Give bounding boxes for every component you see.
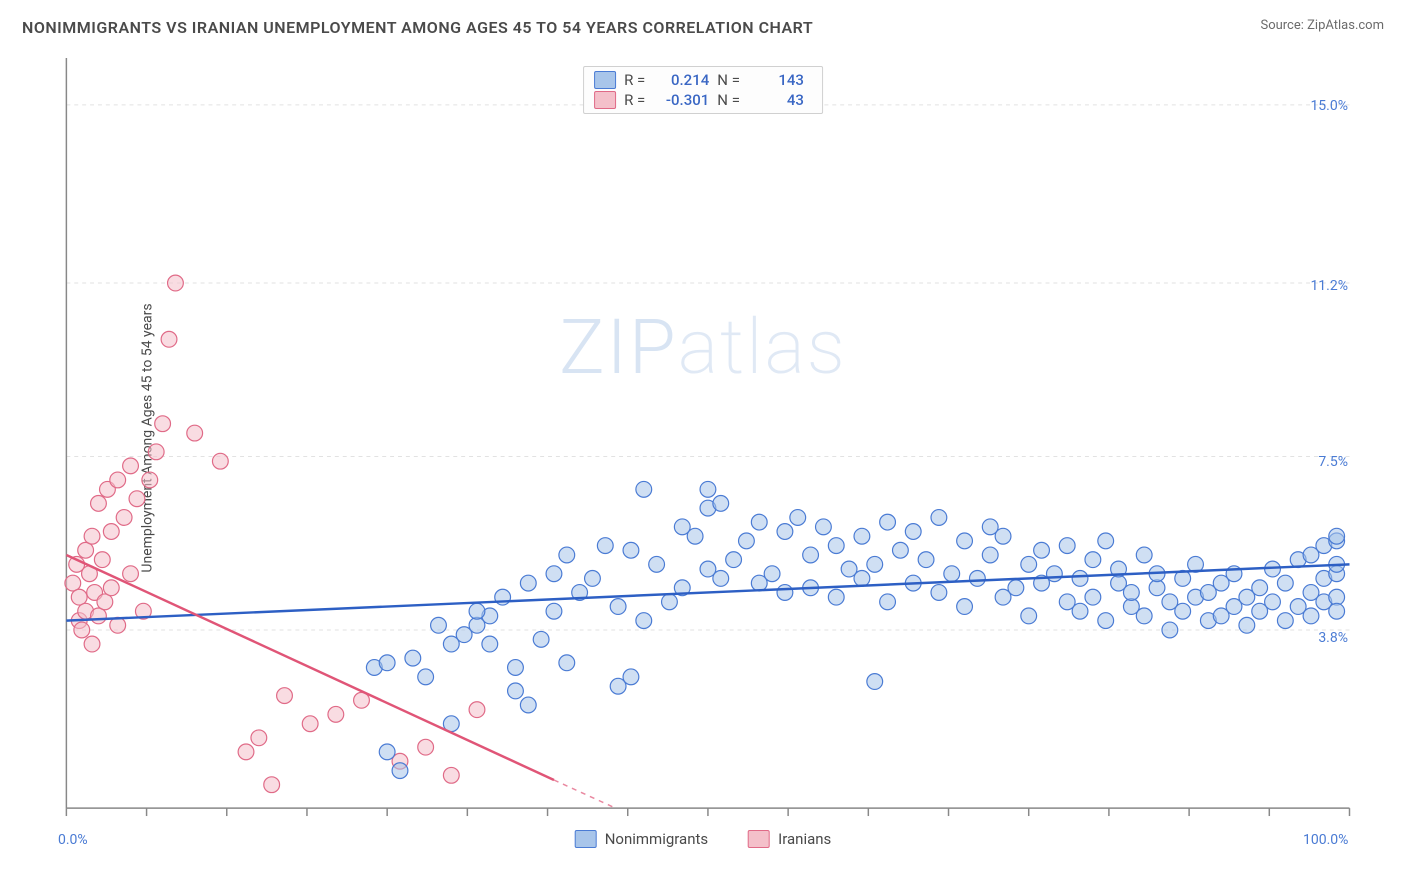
source-label: Source: ZipAtlas.com bbox=[1260, 18, 1384, 33]
x-axis-end: 100.0% bbox=[1303, 832, 1348, 848]
y-tick-label: 7.5% bbox=[1318, 454, 1348, 470]
legend: Nonimmigrants Iranians bbox=[575, 830, 832, 848]
n-value: 143 bbox=[748, 71, 804, 89]
legend-item-nonimmigrants: Nonimmigrants bbox=[575, 830, 708, 848]
n-label: N = bbox=[717, 71, 740, 89]
y-tick-label: 15.0% bbox=[1310, 98, 1348, 114]
n-label: N = bbox=[717, 91, 740, 109]
swatch-pink-icon bbox=[748, 830, 770, 848]
r-value: 0.214 bbox=[653, 71, 709, 89]
r-value: -0.301 bbox=[653, 91, 709, 109]
x-axis-start: 0.0% bbox=[58, 832, 88, 848]
swatch-pink-icon bbox=[594, 91, 616, 109]
legend-label: Nonimmigrants bbox=[605, 830, 708, 848]
r-label: R = bbox=[624, 91, 645, 109]
stats-row-nonimmigrants: R = 0.214 N = 143 bbox=[594, 71, 804, 89]
swatch-blue-icon bbox=[594, 71, 616, 89]
legend-label: Iranians bbox=[778, 830, 831, 848]
y-tick-label: 3.8% bbox=[1318, 630, 1348, 646]
watermark: ZIPatlas bbox=[559, 302, 847, 392]
chart-title: NONIMMIGRANTS VS IRANIAN UNEMPLOYMENT AM… bbox=[22, 18, 813, 37]
r-label: R = bbox=[624, 71, 645, 89]
scatter-chart bbox=[48, 58, 1358, 818]
stats-row-iranians: R = -0.301 N = 43 bbox=[594, 91, 804, 109]
stats-box: R = 0.214 N = 143 R = -0.301 N = 43 bbox=[583, 66, 823, 114]
n-value: 43 bbox=[748, 91, 804, 109]
y-tick-label: 11.2% bbox=[1310, 278, 1348, 294]
swatch-blue-icon bbox=[575, 830, 597, 848]
legend-item-iranians: Iranians bbox=[748, 830, 831, 848]
plot-area: Unemployment Among Ages 45 to 54 years Z… bbox=[48, 58, 1358, 818]
